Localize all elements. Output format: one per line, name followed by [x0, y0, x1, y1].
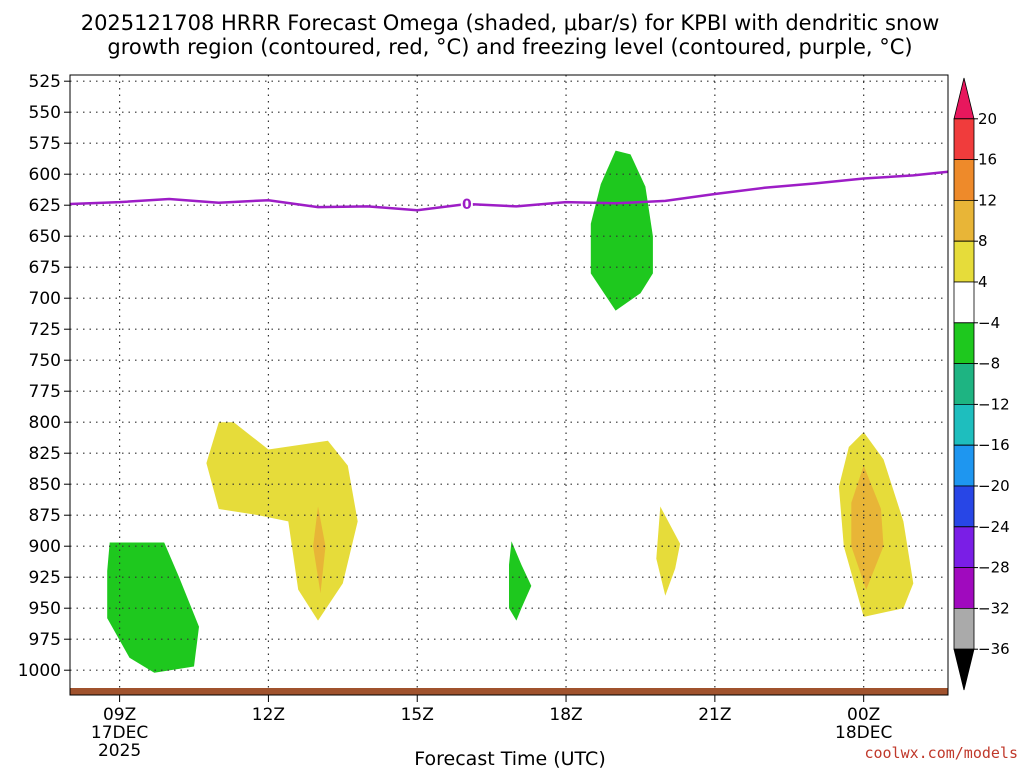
colorbar-segment-5	[953, 281, 975, 324]
colorbar-label-12: −32	[978, 599, 1010, 617]
site-credit: coolwx.com/models	[864, 744, 1018, 762]
colorbar-segment-8	[953, 403, 975, 446]
y-tick-label-600: 600	[29, 165, 61, 185]
omega-regions	[107, 150, 914, 673]
y-tick-label-650: 650	[29, 227, 61, 247]
y-tick-label-950: 950	[29, 599, 61, 619]
freezing-level-label-bg	[460, 195, 473, 212]
colorbar-label-4: 4	[978, 273, 988, 291]
chart-title-line-2: growth region (contoured, red, °C) and f…	[107, 35, 912, 59]
y-tick-label-975: 975	[29, 630, 61, 650]
colorbar-segment-3	[953, 199, 975, 242]
y-tick-label-700: 700	[29, 289, 61, 309]
colorbar-segment-14	[953, 648, 975, 691]
x-tick-sublabel-2025: 2025	[98, 741, 141, 761]
y-tick-label-1000: 1000	[18, 661, 61, 681]
colorbar-label-7: −12	[978, 395, 1010, 413]
colorbar-label-0: 20	[978, 110, 997, 128]
chart-title-line-1: 2025121708 HRRR Forecast Omega (shaded, …	[81, 11, 940, 35]
omega-region-green-09z	[107, 542, 199, 673]
x-tick-label-15Z: 15Z	[401, 705, 434, 725]
omega-region-yellow-20z	[656, 506, 681, 596]
freezing-level-label: 0	[462, 197, 472, 213]
colorbar-segment-1	[953, 118, 975, 161]
colorbar-label-6: −8	[978, 355, 1000, 373]
colorbar-label-3: 8	[978, 232, 988, 250]
y-tick-label-550: 550	[29, 103, 61, 123]
y-tick-label-800: 800	[29, 413, 61, 433]
surface-layer	[70, 688, 948, 695]
x-tick-label-21Z: 21Z	[698, 705, 731, 725]
colorbar-segment-6	[953, 322, 975, 365]
y-tick-label-625: 625	[29, 196, 61, 216]
y-tick-label-725: 725	[29, 320, 61, 340]
colorbar-segment-9	[953, 444, 975, 487]
y-tick-label-900: 900	[29, 537, 61, 557]
colorbar-label-11: −28	[978, 559, 1010, 577]
colorbar-segment-0	[953, 77, 975, 120]
colorbar-segment-13	[953, 608, 975, 650]
x-axis-label: Forecast Time (UTC)	[414, 748, 605, 768]
surface-band	[70, 688, 948, 695]
x-tick-label-09Z: 09Z	[103, 705, 136, 725]
omega-region-green-17z	[509, 541, 532, 621]
colorbar-label-2: 12	[978, 191, 997, 209]
colorbar-label-10: −24	[978, 518, 1010, 536]
x-tick-sublabel-17DEC: 17DEC	[91, 723, 148, 743]
x-tick-label-12Z: 12Z	[252, 705, 285, 725]
freezing-level: 0	[69, 170, 949, 213]
x-tick-sublabel-18DEC: 18DEC	[835, 723, 892, 743]
colorbar-label-8: −16	[978, 436, 1010, 454]
y-tick-label-825: 825	[29, 444, 61, 464]
colorbar-segment-4	[953, 240, 975, 283]
x-tick-label-18Z: 18Z	[549, 705, 582, 725]
plot-border	[69, 74, 949, 696]
y-tick-label-775: 775	[29, 382, 61, 402]
plot-frame	[69, 74, 949, 696]
colorbar-segment-12	[953, 567, 975, 609]
omega-region-orange-00z	[851, 465, 884, 590]
omega-region-green-18z	[590, 150, 653, 311]
colorbar-segment-10	[953, 485, 975, 528]
y-tick-label-675: 675	[29, 258, 61, 278]
freezing-level-line	[69, 170, 949, 212]
x-tick-label-00Z: 00Z	[847, 705, 880, 725]
colorbar-label-1: 16	[978, 151, 997, 169]
y-tick-label-850: 850	[29, 475, 61, 495]
y-tick-label-750: 750	[29, 351, 61, 371]
colorbar-segment-11	[953, 526, 975, 568]
colorbar-label-9: −20	[978, 477, 1010, 495]
colorbar: 20 16 12 8 4 −4 −8 −12 −16 −20 −24 −28 −32 −36	[953, 77, 1010, 691]
colorbar-segment-2	[953, 159, 975, 201]
y-tick-label-575: 575	[29, 134, 61, 154]
y-tick-label-525: 525	[29, 72, 61, 92]
y-tick-label-925: 925	[29, 568, 61, 588]
omega-region-orange-13z	[313, 506, 326, 594]
y-tick-label-875: 875	[29, 506, 61, 526]
colorbar-label-13: −36	[978, 640, 1010, 658]
colorbar-segment-7	[953, 363, 975, 405]
colorbar-label-5: −4	[978, 314, 1000, 332]
y-axis-ticks: 525 550 575 600 625 650 675 700 725 750 775 800 825 8…	[18, 72, 70, 681]
